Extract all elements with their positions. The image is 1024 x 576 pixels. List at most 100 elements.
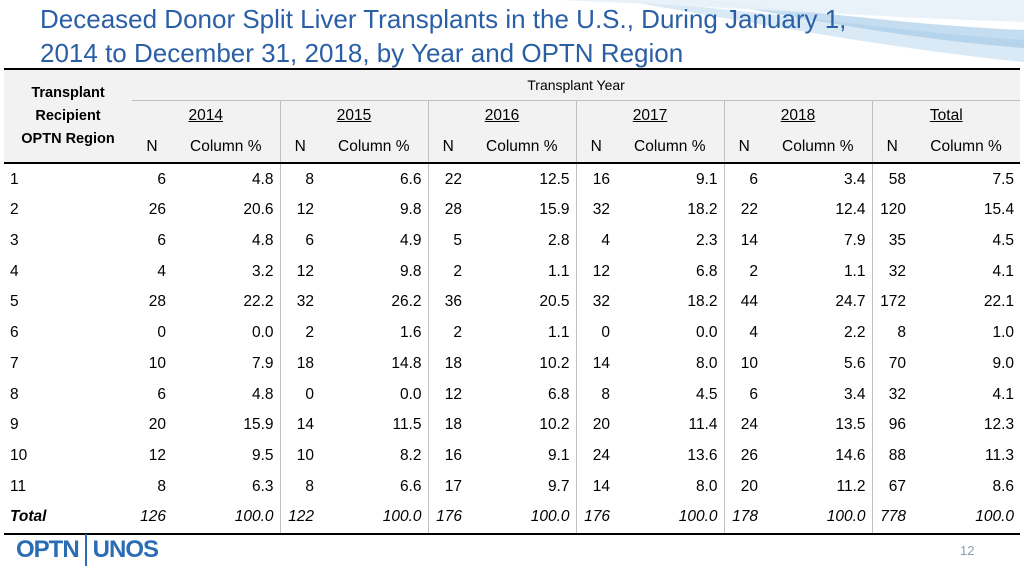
region-cell: 10 bbox=[10, 446, 28, 464]
count-cell: 176 bbox=[575, 501, 616, 535]
year-header-2016: 2016 bbox=[427, 100, 576, 132]
count-cell: 172 bbox=[871, 287, 912, 318]
count-cell: 12 bbox=[427, 379, 468, 410]
count-cell: 18 bbox=[427, 409, 468, 441]
percent-cell: 3.2 bbox=[251, 262, 274, 280]
percent-cell: 6.8 bbox=[695, 262, 718, 280]
percent-cell: 11.2 bbox=[836, 477, 866, 495]
year-header-2014: 2014 bbox=[188, 107, 223, 125]
percent-cell: 7.9 bbox=[843, 232, 866, 250]
count-cell: 8 bbox=[575, 379, 616, 410]
percent-cell: 100.0 bbox=[320, 501, 428, 535]
percent-cell: 100.0 bbox=[172, 501, 280, 535]
count-cell: 6 bbox=[157, 385, 166, 403]
percent-cell: 15.9 bbox=[243, 416, 274, 434]
percent-cell: 24.7 bbox=[835, 293, 866, 311]
percent-cell: 18.2 bbox=[687, 293, 718, 311]
count-cell: 32 bbox=[871, 379, 912, 410]
title-line-1: Deceased Donor Split Liver Transplants i… bbox=[40, 4, 847, 34]
count-cell: 4 bbox=[157, 262, 166, 280]
sub-header-pct: Column % bbox=[172, 131, 280, 165]
count-cell: 20 bbox=[723, 471, 764, 502]
count-cell: 12 bbox=[148, 446, 166, 464]
percent-cell: 11.5 bbox=[392, 416, 422, 434]
count-cell: 14 bbox=[575, 471, 616, 502]
optn-unos-logo: OPTN UNOS bbox=[16, 533, 159, 567]
region-cell: 11 bbox=[10, 477, 27, 495]
percent-cell: 8.0 bbox=[695, 354, 718, 372]
percent-cell: 20.6 bbox=[243, 201, 274, 219]
header-swoosh-decoration bbox=[560, 0, 1024, 62]
count-cell: 26 bbox=[723, 440, 764, 472]
sub-header-n: N bbox=[871, 131, 912, 165]
total-row: Total 126 100.0 122 100.0 176 100.0 176 100.0 178… bbox=[4, 501, 1021, 535]
percent-cell: 4.8 bbox=[251, 232, 274, 250]
count-cell: 18 bbox=[427, 348, 468, 380]
percent-cell: 9.1 bbox=[547, 446, 570, 464]
percent-cell: 18.2 bbox=[687, 201, 718, 219]
percent-cell: 9.8 bbox=[399, 262, 422, 280]
sub-header-pct: Column % bbox=[468, 131, 576, 165]
table-row: 6 0 0.0 2 1.6 2 1.1 0 0.0 4 2.2 8 1.0 bbox=[4, 317, 1020, 349]
corner-label-line-3: OPTN Region bbox=[21, 130, 115, 147]
region-cell: 1 bbox=[10, 170, 19, 188]
percent-cell: 7.5 bbox=[992, 170, 1015, 188]
corner-label-line-1: Transplant bbox=[31, 84, 105, 101]
percent-cell: 4.5 bbox=[695, 385, 718, 403]
sub-header-n: N bbox=[279, 131, 320, 165]
percent-cell: 15.4 bbox=[983, 201, 1015, 219]
percent-cell: 12.5 bbox=[539, 170, 570, 188]
table-row: 4 4 3.2 12 9.8 2 1.1 12 6.8 2 1.1 32 4.1 bbox=[4, 256, 1020, 288]
count-cell: 28 bbox=[148, 293, 166, 311]
table-row: 7 10 7.9 18 14.8 18 10.2 14 8.0 10 5.6 70 9.0 bbox=[4, 348, 1020, 380]
percent-cell: 11.3 bbox=[985, 446, 1015, 464]
count-cell: 2 bbox=[427, 256, 468, 288]
table-row: 9 20 15.9 14 11.5 18 10.2 20 11.4 24 13.5 96 12.3 bbox=[4, 409, 1020, 441]
table-row: 1 6 4.8 8 6.6 22 12.5 16 9.1 6 3.4 58 7.5 bbox=[4, 163, 1020, 196]
sub-header-pct: Column % bbox=[320, 131, 428, 165]
count-cell: 8 bbox=[279, 471, 320, 502]
year-header-2017: 2017 bbox=[575, 100, 724, 132]
percent-cell: 6.6 bbox=[399, 170, 422, 188]
percent-cell: 12.3 bbox=[983, 416, 1015, 434]
table-row: 3 6 4.8 6 4.9 5 2.8 4 2.3 14 7.9 35 4.5 bbox=[4, 225, 1020, 257]
year-header-2018: 2018 bbox=[723, 100, 872, 132]
percent-cell: 2.8 bbox=[547, 232, 570, 250]
count-cell: 20 bbox=[148, 416, 166, 434]
count-cell: 6 bbox=[157, 232, 166, 250]
logo-unos: UNOS bbox=[92, 536, 159, 563]
count-cell: 28 bbox=[427, 195, 468, 226]
table-body: 1 6 4.8 8 6.6 22 12.5 16 9.1 6 3.4 58 7.5 2 26 20.6 12 9.… bbox=[4, 163, 1021, 535]
percent-cell: 5.6 bbox=[843, 354, 866, 372]
count-cell: 32 bbox=[575, 195, 616, 226]
count-cell: 88 bbox=[871, 440, 912, 472]
region-cell: 3 bbox=[10, 232, 19, 250]
region-cell: 8 bbox=[10, 385, 19, 403]
count-cell: 36 bbox=[427, 287, 468, 318]
region-cell: 9 bbox=[10, 416, 19, 434]
percent-cell: 13.5 bbox=[835, 416, 866, 434]
count-cell: 8 bbox=[157, 477, 166, 495]
percent-cell: 6.3 bbox=[251, 477, 274, 495]
table-row: 5 28 22.2 32 26.2 36 20.5 32 18.2 44 24.7 172 22.1 bbox=[4, 287, 1020, 318]
count-cell: 32 bbox=[575, 287, 616, 318]
count-cell: 67 bbox=[871, 471, 912, 502]
logo-optn: OPTN bbox=[16, 536, 80, 563]
count-cell: 2 bbox=[279, 317, 320, 349]
sub-header-n: N bbox=[427, 131, 468, 165]
percent-cell: 100.0 bbox=[616, 501, 724, 535]
count-cell: 10 bbox=[148, 354, 166, 372]
percent-cell: 4.5 bbox=[992, 232, 1015, 250]
percent-cell: 9.0 bbox=[992, 354, 1015, 372]
percent-cell: 2.2 bbox=[843, 324, 866, 342]
count-cell: 24 bbox=[723, 409, 764, 441]
count-cell: 6 bbox=[723, 379, 764, 410]
percent-cell: 9.5 bbox=[251, 446, 274, 464]
count-cell: 178 bbox=[723, 501, 764, 535]
count-cell: 12 bbox=[575, 256, 616, 288]
percent-cell: 2.3 bbox=[695, 232, 718, 250]
page-number: 12 bbox=[960, 543, 975, 558]
year-header-total: Total bbox=[871, 100, 1021, 132]
percent-cell: 3.4 bbox=[843, 385, 866, 403]
title-line-2: 2014 to December 31, 2018, by Year and O… bbox=[40, 38, 684, 68]
